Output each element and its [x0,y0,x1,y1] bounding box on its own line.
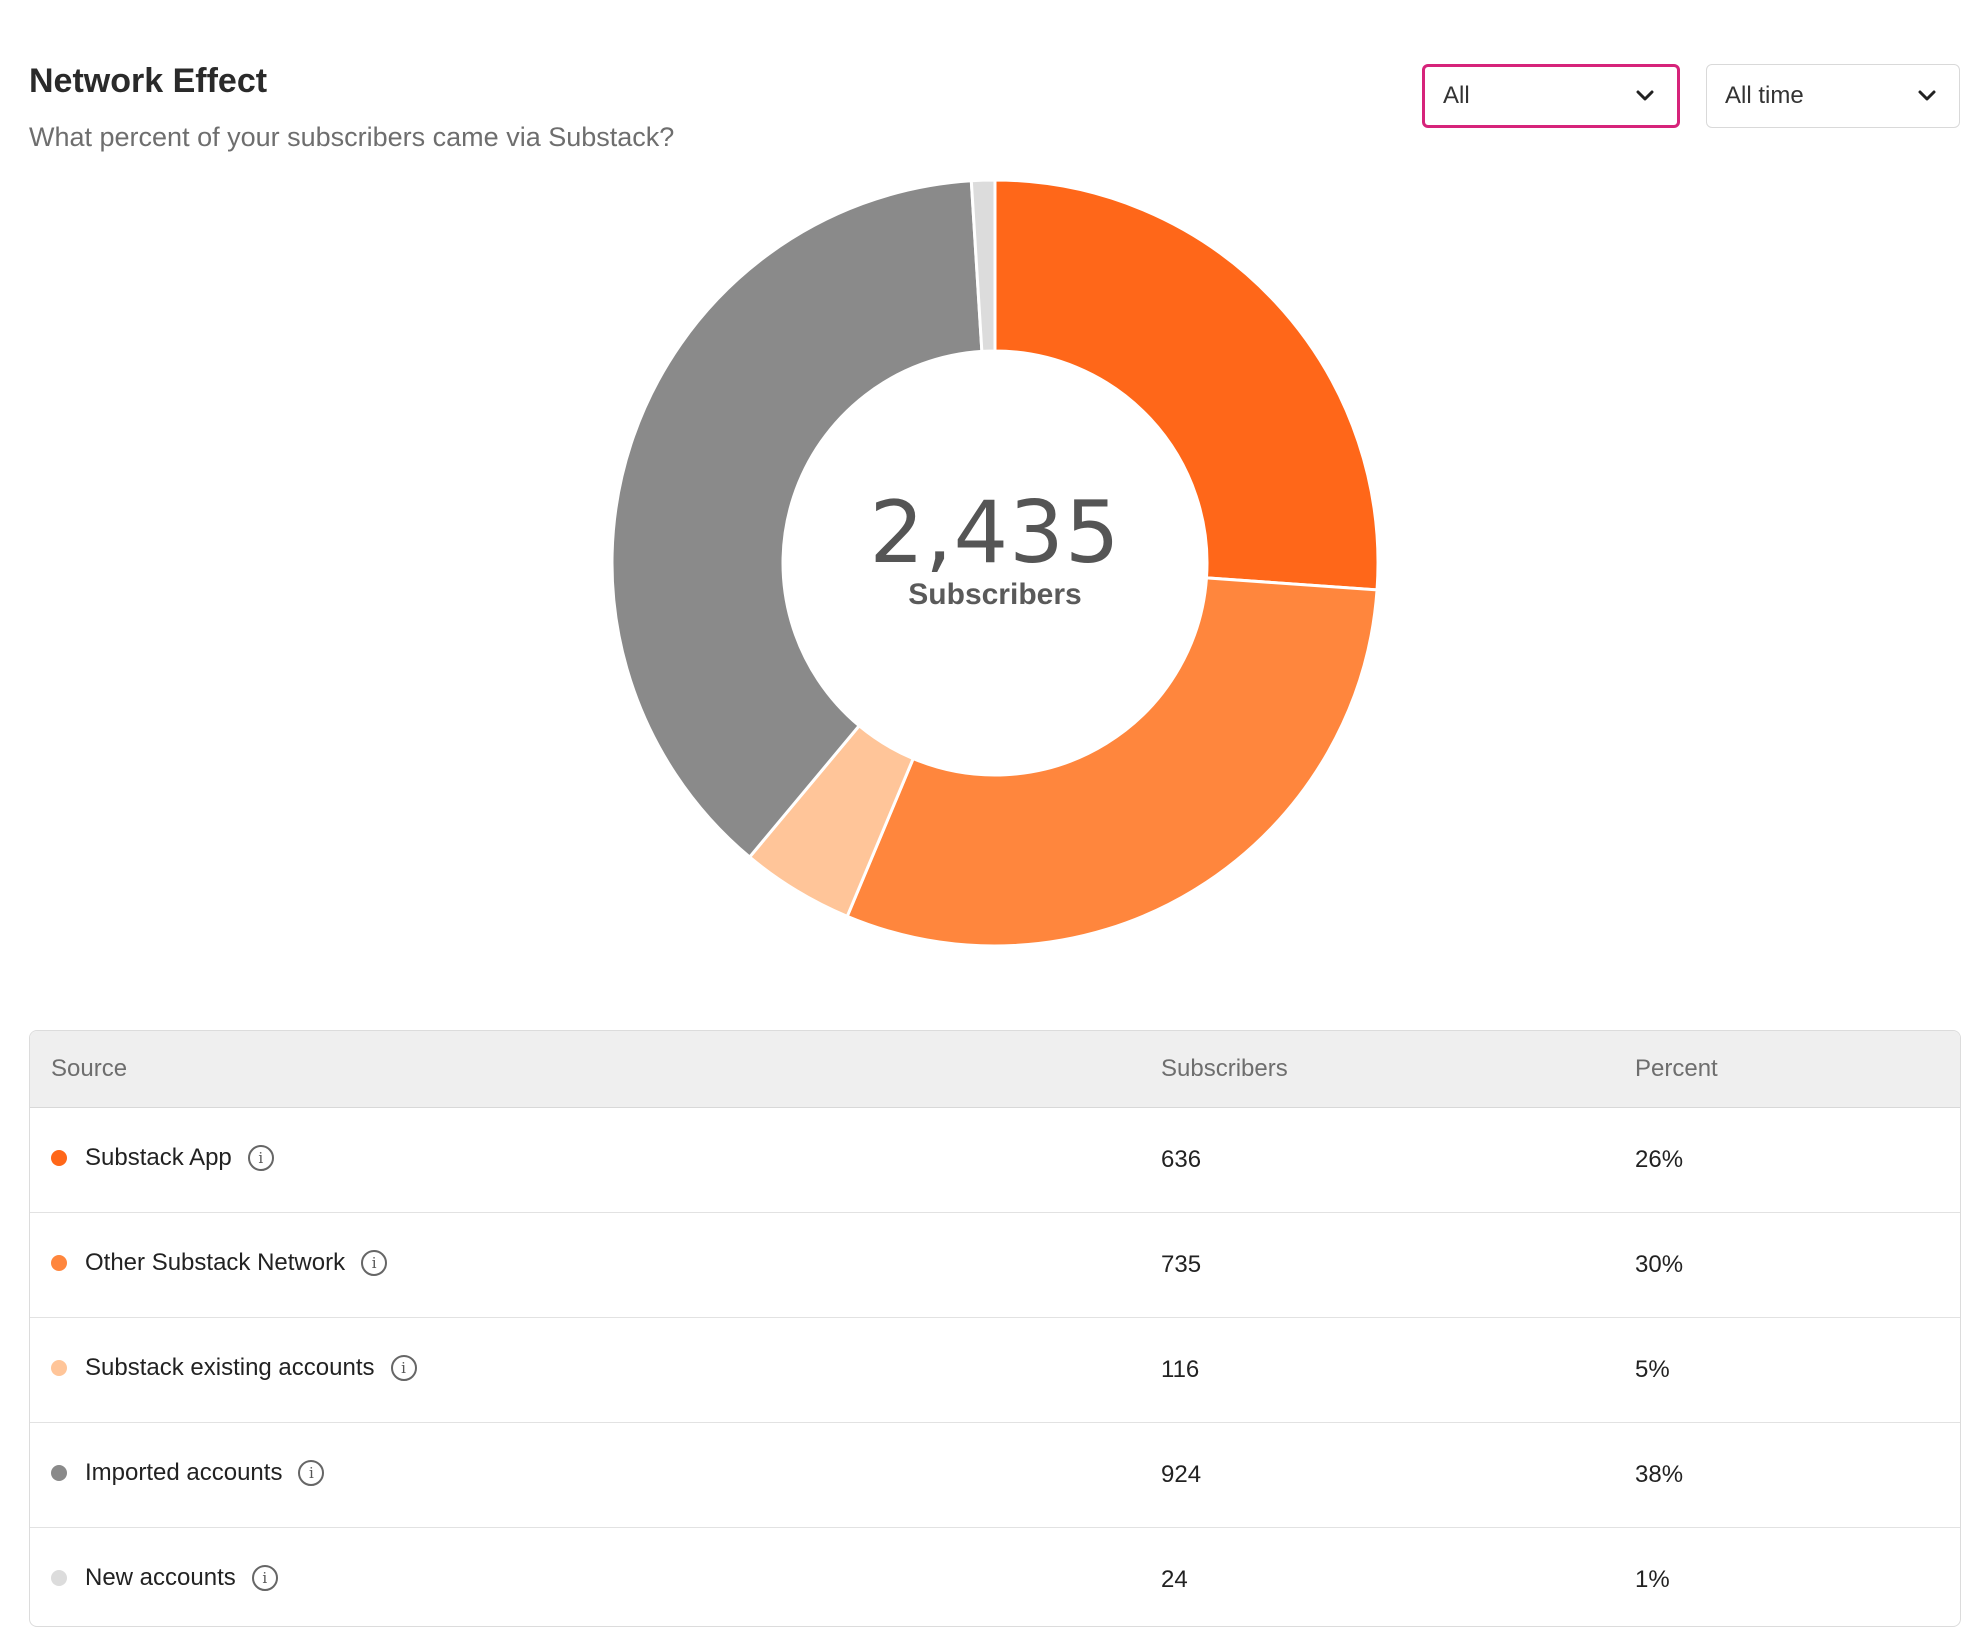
donut-chart-svg [612,180,1378,946]
legend-dot [51,1360,67,1376]
info-icon[interactable]: i [247,1145,274,1171]
source-name: Substack existing accounts [85,1354,375,1381]
percent-cell: 1% [1635,1566,1670,1593]
subscribers-cell: 116 [1161,1356,1200,1383]
legend-dot [51,1255,67,1271]
chevron-down-icon [1918,90,1936,101]
info-icon[interactable]: i [390,1355,417,1381]
percent-cell: 30% [1635,1251,1684,1278]
percent-cell: 38% [1635,1461,1684,1488]
table-header: Source Subscribers Percent [30,1031,1960,1108]
source-name: Other Substack Network [85,1249,346,1276]
sources-table: Source Subscribers Percent Substack App … [29,1030,1961,1627]
legend-dot [51,1150,67,1166]
info-icon[interactable]: i [298,1460,325,1486]
header-subscribers[interactable]: Subscribers [1161,1055,1288,1082]
source-name: New accounts [85,1564,236,1591]
table-row: Other Substack Network i 735 30% [30,1213,1960,1318]
percent-cell: 26% [1635,1146,1684,1173]
donut-slice-substack-app[interactable] [993,180,1378,592]
total-subscribers-label: Subscribers [908,578,1082,611]
table-row: New accounts i 24 1% [30,1528,1960,1626]
period-filter-value: All time [1725,82,1804,109]
table-row: Substack App i 636 26% [30,1108,1960,1213]
page-subtitle: What percent of your subscribers came vi… [29,122,675,152]
legend-dot [51,1570,67,1586]
donut-chart: 2,435 Subscribers [612,180,1378,946]
audience-filter-value: All [1443,82,1470,109]
subscribers-cell: 24 [1161,1566,1188,1593]
source-cell: Substack App i [51,1144,274,1172]
source-cell: New accounts i [51,1564,278,1592]
source-cell: Substack existing accounts i [51,1354,417,1382]
header-percent[interactable]: Percent [1635,1055,1718,1082]
page-title: Network Effect [29,62,268,100]
source-cell: Other Substack Network i [51,1249,388,1277]
total-subscribers-value: 2,435 [869,483,1121,583]
header-source[interactable]: Source [51,1055,128,1082]
period-filter-select[interactable]: All time [1706,64,1960,128]
info-icon[interactable]: i [251,1565,278,1591]
chevron-down-icon [1636,90,1654,101]
donut-slice-new-accounts[interactable] [969,180,997,353]
percent-cell: 5% [1635,1356,1670,1383]
audience-filter-select[interactable]: All [1422,64,1680,128]
subscribers-cell: 924 [1161,1461,1202,1488]
source-cell: Imported accounts i [51,1459,325,1487]
info-icon[interactable]: i [361,1250,388,1276]
donut-slice-imported-accounts[interactable] [612,180,984,860]
subscribers-cell: 735 [1161,1251,1202,1278]
source-name: Substack App [85,1144,232,1171]
legend-dot [51,1465,67,1481]
subscribers-cell: 636 [1161,1146,1202,1173]
source-name: Imported accounts [85,1459,283,1486]
table-row: Imported accounts i 924 38% [30,1423,1960,1528]
table-row: Substack existing accounts i 116 5% [30,1318,1960,1423]
donut-slice-other-substack-network[interactable] [845,576,1378,946]
